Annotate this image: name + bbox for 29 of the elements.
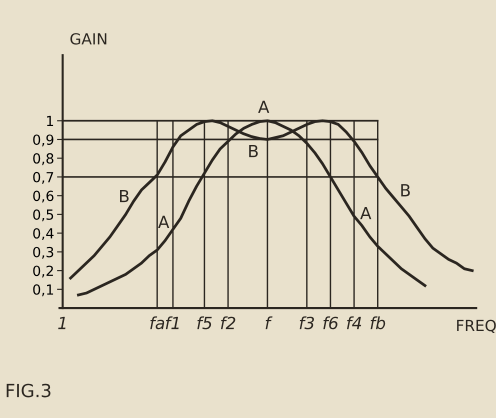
y-axis-title: GAIN bbox=[70, 33, 106, 45]
y-tick-label: 0,8 bbox=[33, 153, 54, 166]
y-tick-label: 0,9 bbox=[33, 134, 54, 146]
y-tick-label: 0,3 bbox=[33, 246, 54, 259]
annotation: A bbox=[258, 100, 270, 113]
annotation: A bbox=[158, 216, 170, 228]
annotation: B bbox=[120, 190, 129, 202]
annotation: B bbox=[401, 184, 410, 196]
y-tick-label: 0,1 bbox=[33, 284, 54, 296]
x-axis-title: FREQ bbox=[457, 320, 496, 334]
y-tick-label: 0,7 bbox=[33, 172, 54, 184]
x-tick-label: f4 bbox=[346, 316, 362, 330]
y-tick-label: 0,5 bbox=[33, 209, 54, 222]
x-tick-label: f bbox=[266, 316, 272, 330]
annotation: B bbox=[249, 144, 258, 158]
x-tick-label: fa bbox=[150, 316, 164, 330]
x-tick-label: f1 bbox=[166, 316, 179, 330]
y-tick-label: 0,6 bbox=[33, 190, 54, 203]
x-tick-label: f2 bbox=[220, 316, 236, 330]
x-tick-label: f6 bbox=[323, 316, 338, 330]
y-tick-label: 0,2 bbox=[33, 266, 53, 278]
x-tick-label: fb bbox=[370, 316, 386, 330]
x-tick-label: 1 bbox=[58, 316, 66, 330]
x-tick-label: f3 bbox=[300, 316, 314, 330]
caption: FIG.3 bbox=[6, 384, 50, 398]
x-tick-label: f5 bbox=[197, 316, 212, 330]
y-tick-label: 1 bbox=[47, 116, 54, 126]
annotation: A bbox=[360, 206, 372, 220]
y-tick-label: 0,4 bbox=[33, 228, 54, 240]
